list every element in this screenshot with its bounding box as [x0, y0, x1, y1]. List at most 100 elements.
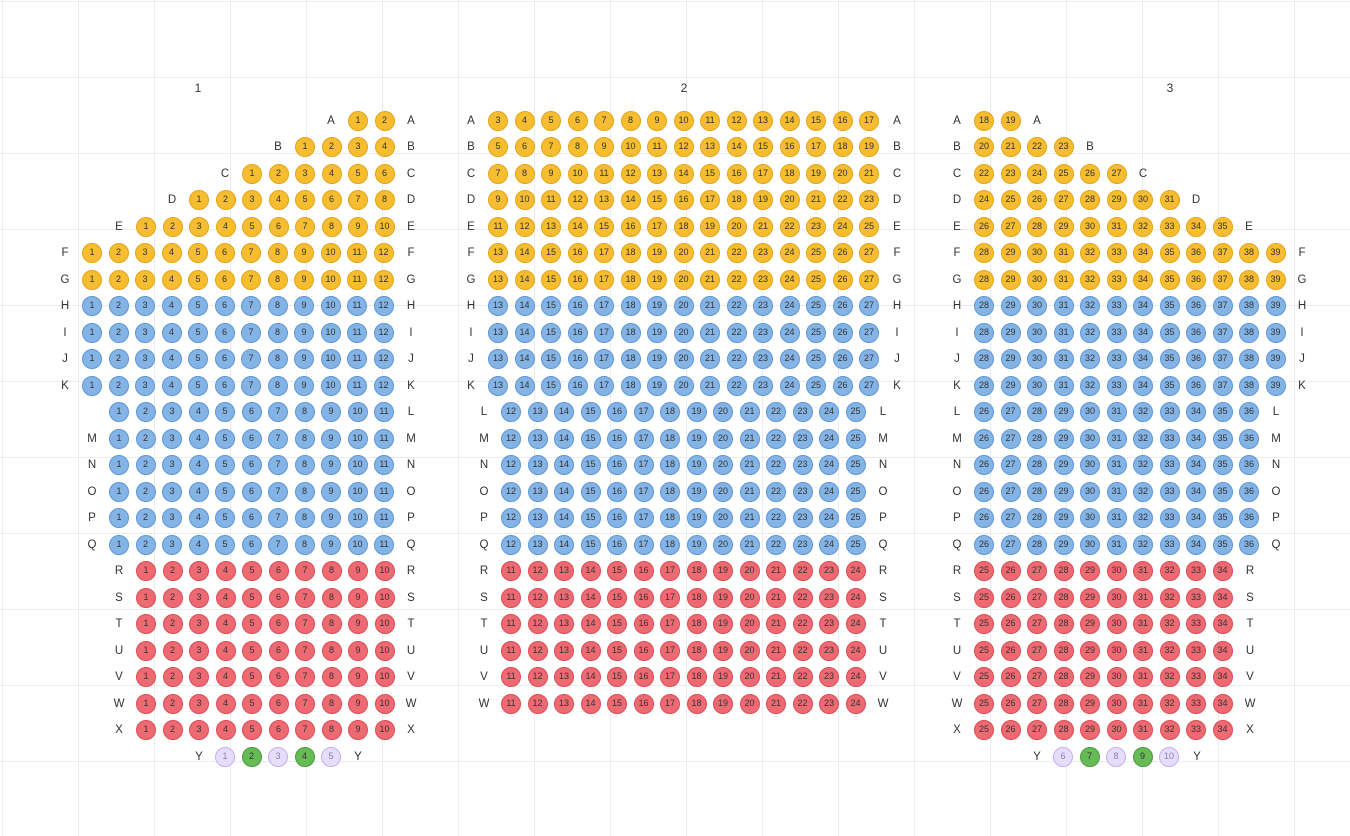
- seat-gold[interactable]: 31: [1106, 216, 1127, 237]
- seat-blue[interactable]: 2: [135, 402, 156, 422]
- seat-red[interactable]: 30: [1106, 614, 1127, 634]
- seat-red[interactable]: 15: [607, 640, 627, 661]
- seat-gold[interactable]: 31: [1053, 269, 1074, 290]
- seat-red[interactable]: 10: [374, 640, 395, 661]
- seat-red[interactable]: 15: [607, 561, 627, 581]
- seat-blue[interactable]: 10: [347, 508, 368, 528]
- seat-gold[interactable]: 16: [567, 243, 588, 263]
- seat-gold[interactable]: 11: [347, 269, 367, 290]
- seat-blue[interactable]: 9: [321, 428, 341, 449]
- seat-gold[interactable]: 14: [726, 137, 747, 157]
- seat-blue[interactable]: 4: [161, 375, 182, 396]
- seat-blue[interactable]: 35: [1159, 322, 1180, 343]
- seat-blue[interactable]: 27: [1000, 428, 1021, 449]
- seat-blue[interactable]: 31: [1053, 322, 1074, 343]
- seat-blue[interactable]: 19: [647, 349, 667, 369]
- seat-gold[interactable]: 8: [374, 190, 395, 210]
- seat-blue[interactable]: 5: [215, 534, 235, 555]
- seat-blue[interactable]: 25: [845, 534, 866, 555]
- seat-red[interactable]: 10: [374, 561, 395, 581]
- seat-blue[interactable]: 15: [580, 534, 601, 555]
- seat-blue[interactable]: 35: [1212, 534, 1233, 555]
- seat-red[interactable]: 4: [215, 640, 236, 661]
- seat-blue[interactable]: 34: [1133, 296, 1153, 316]
- seat-red[interactable]: 21: [766, 561, 786, 581]
- seat-blue[interactable]: 18: [660, 481, 680, 502]
- seat-red[interactable]: 11: [501, 693, 521, 714]
- seat-gold[interactable]: 17: [859, 110, 879, 131]
- seat-gold[interactable]: 22: [779, 216, 800, 237]
- seat-blue[interactable]: 7: [268, 481, 288, 502]
- seat-blue[interactable]: 8: [267, 375, 288, 396]
- seat-blue[interactable]: 12: [373, 375, 394, 396]
- seat-red[interactable]: 13: [554, 667, 574, 687]
- seat-red[interactable]: 9: [348, 614, 368, 634]
- seat-gold[interactable]: 9: [348, 216, 368, 237]
- seat-blue[interactable]: 20: [713, 428, 733, 449]
- seat-blue[interactable]: 27: [859, 296, 879, 316]
- seat-blue[interactable]: 4: [161, 349, 182, 369]
- seat-blue[interactable]: 9: [294, 322, 314, 343]
- seat-blue[interactable]: 24: [819, 455, 839, 475]
- seat-gold[interactable]: 38: [1239, 269, 1259, 290]
- seat-gold[interactable]: 24: [974, 190, 994, 210]
- seat-blue[interactable]: 27: [859, 375, 879, 396]
- seat-gold[interactable]: 21: [859, 163, 879, 184]
- seat-red[interactable]: 10: [374, 614, 395, 634]
- seat-blue[interactable]: 29: [1053, 508, 1074, 528]
- seat-blue[interactable]: 36: [1186, 349, 1206, 369]
- seat-blue[interactable]: 25: [806, 375, 826, 396]
- seat-red[interactable]: 34: [1212, 640, 1233, 661]
- seat-gold[interactable]: 15: [541, 269, 561, 290]
- seat-blue[interactable]: 1: [109, 455, 129, 475]
- seat-gold[interactable]: 4: [514, 110, 535, 131]
- seat-blue[interactable]: 9: [294, 349, 314, 369]
- seat-gold[interactable]: 13: [488, 243, 508, 263]
- seat-blue[interactable]: 23: [753, 375, 773, 396]
- seat-red[interactable]: 6: [268, 667, 289, 687]
- seat-gold[interactable]: 19: [806, 163, 826, 184]
- seat-red[interactable]: 32: [1159, 693, 1180, 714]
- seat-red[interactable]: 32: [1159, 640, 1180, 661]
- seat-gold[interactable]: 1: [242, 163, 262, 184]
- seat-red[interactable]: 7: [295, 693, 315, 714]
- seat-blue[interactable]: 18: [660, 402, 680, 422]
- seat-gold[interactable]: 14: [673, 163, 694, 184]
- seat-red[interactable]: 5: [242, 561, 262, 581]
- seat-blue[interactable]: 5: [215, 428, 235, 449]
- seat-red[interactable]: 24: [845, 640, 866, 661]
- seat-red[interactable]: 5: [242, 693, 262, 714]
- seat-blue[interactable]: 9: [321, 508, 341, 528]
- seat-gold[interactable]: 10: [514, 190, 535, 210]
- seat-gold[interactable]: 27: [1053, 190, 1074, 210]
- seat-red[interactable]: 17: [660, 587, 680, 608]
- seat-red[interactable]: 25: [974, 614, 994, 634]
- seat-blue[interactable]: 34: [1186, 508, 1206, 528]
- seat-blue[interactable]: 29: [1053, 534, 1074, 555]
- seat-blue[interactable]: 20: [673, 296, 694, 316]
- seat-red[interactable]: 8: [321, 720, 342, 740]
- seat-blue[interactable]: 24: [819, 402, 839, 422]
- seat-blue[interactable]: 19: [686, 481, 707, 502]
- seat-blue[interactable]: 39: [1265, 322, 1286, 343]
- seat-gold[interactable]: 16: [832, 110, 853, 131]
- seat-blue[interactable]: 2: [135, 534, 156, 555]
- seat-blue[interactable]: 13: [488, 296, 508, 316]
- seat-blue[interactable]: 13: [527, 455, 548, 475]
- seat-gold[interactable]: 10: [673, 110, 694, 131]
- seat-blue[interactable]: 35: [1212, 428, 1233, 449]
- seat-blue[interactable]: 15: [580, 508, 601, 528]
- seat-red[interactable]: 25: [974, 667, 994, 687]
- seat-blue[interactable]: 10: [347, 455, 368, 475]
- seat-blue[interactable]: 10: [320, 296, 341, 316]
- seat-blue[interactable]: 7: [241, 375, 261, 396]
- seat-gold[interactable]: 35: [1212, 216, 1233, 237]
- seat-blue[interactable]: 17: [633, 428, 654, 449]
- seat-red[interactable]: 31: [1133, 640, 1153, 661]
- seat-blue[interactable]: 38: [1239, 296, 1259, 316]
- seat-red[interactable]: 6: [268, 561, 289, 581]
- seat-blue[interactable]: 16: [567, 375, 588, 396]
- seat-blue[interactable]: 22: [766, 455, 786, 475]
- seat-red[interactable]: 11: [501, 587, 521, 608]
- seat-blue[interactable]: 16: [567, 296, 588, 316]
